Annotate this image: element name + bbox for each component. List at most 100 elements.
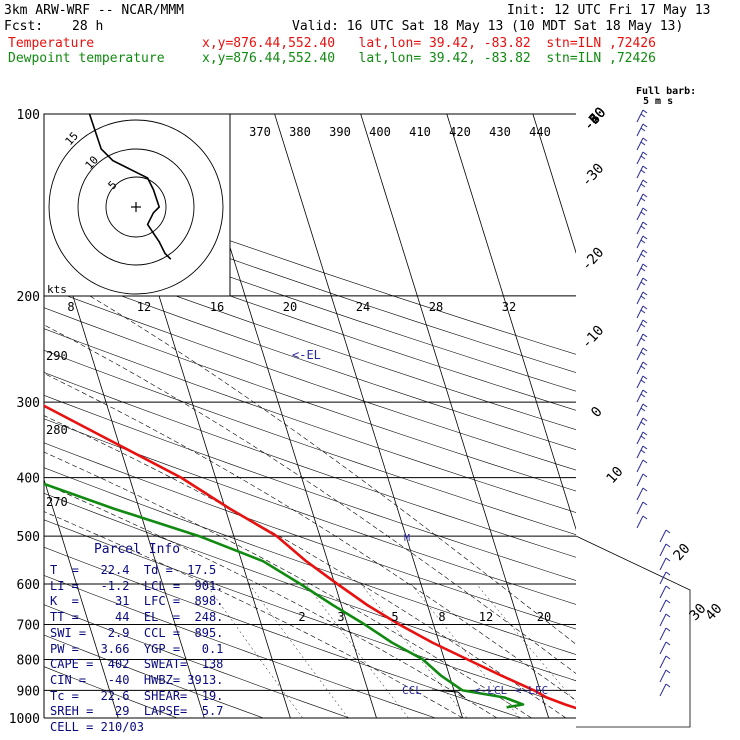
wind-barb <box>636 487 648 501</box>
dry-adiabat-line <box>44 467 576 655</box>
parcel-info-row: K = 31 LFC = 898. <box>50 594 224 609</box>
wind-barb <box>636 515 648 529</box>
wind-barb <box>636 417 648 431</box>
pressure-tick-label: 900 <box>17 684 40 699</box>
isotherm-line <box>446 114 576 531</box>
dry-adiabat-line <box>44 307 576 492</box>
dry-adiabat-line <box>44 442 576 630</box>
wind-barb <box>636 249 648 263</box>
lcl-annotation: <-LCL <box>474 684 507 697</box>
pressure-tick-label: 300 <box>17 396 40 411</box>
wind-barb <box>636 109 648 123</box>
model-title: 3km ARW-WRF -- NCAR/MMM <box>4 3 185 18</box>
wind-barb <box>636 277 648 291</box>
parcel-info-row: TT = 44 EL = 248. <box>50 610 224 625</box>
hodograph-units-label: kts <box>47 283 67 296</box>
temperature-legend-label: Temperature <box>8 36 95 51</box>
pressure-tick-label: 100 <box>17 108 40 123</box>
wind-barb <box>636 165 648 179</box>
wind-barb <box>659 655 671 669</box>
theta-label: 390 <box>329 125 351 139</box>
theta-label: 380 <box>289 125 311 139</box>
dewpoint-location: x,y=876.44,552.40 lat,lon= 39.42, -83.82… <box>202 51 656 66</box>
forecast-label: Fcst: <box>4 19 44 34</box>
wind-barb <box>636 459 648 473</box>
isotherm-label: -10 <box>579 323 608 353</box>
mixing-ratio-line <box>305 583 409 719</box>
isotherm-line <box>360 114 550 719</box>
dry-adiabat-line <box>44 634 264 719</box>
dry-adiabat-line <box>44 492 576 682</box>
dry-adiabat-line <box>44 228 576 411</box>
wind-barb <box>636 445 648 459</box>
dry-adiabat-line <box>44 247 576 431</box>
wind-barb <box>636 235 648 249</box>
theta-label: 420 <box>449 125 471 139</box>
wind-barb <box>659 529 671 543</box>
isotherm-line <box>532 114 576 254</box>
wind-barb <box>636 403 648 417</box>
wind-barb <box>636 389 648 403</box>
mixing-ratio-low-label: 8 <box>438 610 445 624</box>
theta-low-label: 290 <box>46 349 68 363</box>
parcel-info-row: Tc = 22.6 SHEAR= 19. <box>50 688 224 703</box>
wind-barb <box>636 221 648 235</box>
mixing-ratio-low-label: 2 <box>298 610 305 624</box>
parcel-info-title: Parcel Info <box>93 542 181 557</box>
parcel-info-row: SREH = 29 LAPSE= 5.7 <box>50 704 224 719</box>
isotherm-label: 10 <box>603 464 626 487</box>
parcel-info-panel: Parcel Info T = 22.4 Td = 17.5 LI = -1.2 … <box>44 540 230 734</box>
theta-label: 430 <box>489 125 511 139</box>
mixing-ratio-label: 32 <box>502 300 516 314</box>
wind-barb <box>636 151 648 165</box>
el-annotation: <-EL <box>292 348 321 362</box>
parcel-info-row: CAPE = 402 SWEAT= 138 <box>50 657 224 672</box>
dry-adiabat-line <box>44 286 576 471</box>
hodograph-trace <box>88 114 172 260</box>
barb-legend-title: Full barb: <box>636 86 697 97</box>
barb-column-border <box>575 535 691 728</box>
mixing-ratio-label: 28 <box>429 300 443 314</box>
wind-barb <box>636 193 648 207</box>
dry-adiabat-line <box>44 173 576 355</box>
barb-legend-value: 5 m s <box>643 96 674 107</box>
wind-barb <box>636 473 648 487</box>
dry-adiabat-line <box>44 266 576 451</box>
mixing-ratio-low-label: 12 <box>479 610 493 624</box>
wind-barb <box>636 123 648 137</box>
dry-adiabat-line <box>44 666 178 719</box>
isotherm-label: -40 <box>581 105 610 135</box>
dry-adiabat-line <box>44 191 576 373</box>
wind-barb <box>659 641 671 655</box>
theta-label: 400 <box>369 125 391 139</box>
dry-adiabat-line <box>44 546 522 719</box>
lfc-annotation: <-LFC <box>515 684 548 697</box>
dry-adiabat-line <box>44 328 576 513</box>
init-time: Init: 12 UTC Fri 17 May 13 <box>507 3 711 18</box>
mixing-ratio-label: 12 <box>137 300 151 314</box>
mixing-ratio-label: 8 <box>67 300 74 314</box>
mixing-ratio-low-label: 20 <box>537 610 551 624</box>
ccl-annotation: CCL <box>402 684 422 697</box>
mixing-ratio-line <box>361 583 468 719</box>
temperature-location: x,y=876.44,552.40 lat,lon= 39.42, -83.82… <box>202 36 656 51</box>
wind-barb <box>636 137 648 151</box>
isotherm-label: 40 <box>702 601 725 624</box>
dewpoint-legend-label: Dewpoint temperature <box>8 51 165 66</box>
wind-barb <box>659 571 671 585</box>
wind-barb <box>636 375 648 389</box>
wind-barb <box>659 585 671 599</box>
wind-barb <box>636 305 648 319</box>
wind-barb <box>636 263 648 277</box>
parcel-info-row: CIN = -40 HWBZ= 3913. <box>50 672 224 687</box>
theta-label: 370 <box>249 125 271 139</box>
wind-barb <box>659 683 671 697</box>
wind-barb <box>636 333 648 347</box>
isotherm-label: -30 <box>579 161 608 191</box>
valid-time: Valid: 16 UTC Sat 18 May 13 (10 MDT Sat … <box>292 19 684 34</box>
isotherm-label: -20 <box>579 245 608 275</box>
pressure-tick-label: 500 <box>17 530 40 545</box>
dry-adiabat-line <box>44 394 576 581</box>
